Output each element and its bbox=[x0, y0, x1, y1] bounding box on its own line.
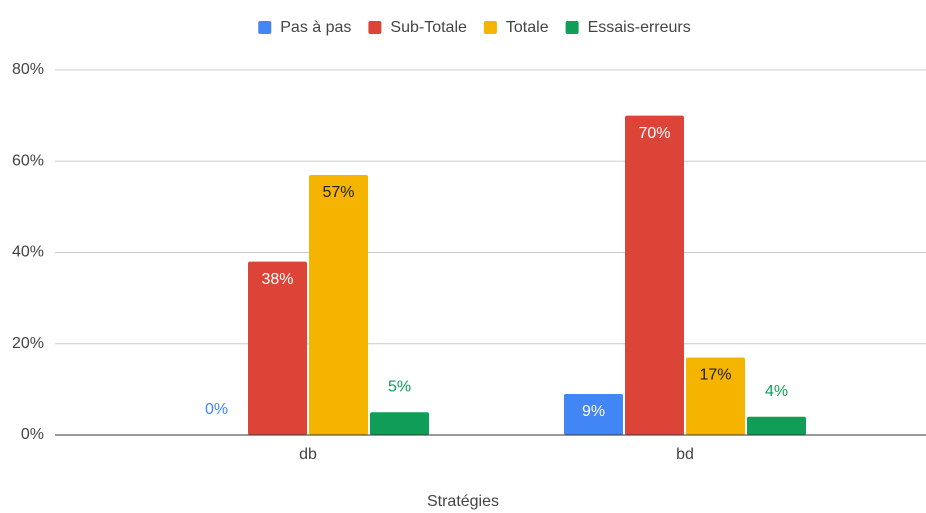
data-label: 4% bbox=[765, 383, 788, 400]
data-label: 0% bbox=[205, 401, 228, 418]
bar bbox=[747, 416, 806, 435]
legend-swatch bbox=[565, 21, 579, 34]
legend-label: Essais-erreurs bbox=[588, 19, 691, 36]
x-tick-label: bd bbox=[676, 446, 694, 463]
y-tick-label: 80% bbox=[12, 61, 44, 78]
legend-swatch bbox=[368, 21, 382, 34]
data-label: 57% bbox=[322, 184, 354, 201]
bar bbox=[370, 412, 429, 435]
legend-label: Totale bbox=[506, 19, 549, 36]
legend-swatch bbox=[258, 21, 272, 34]
y-tick-label: 40% bbox=[12, 244, 44, 261]
y-tick-label: 60% bbox=[12, 152, 44, 169]
data-label: 38% bbox=[261, 271, 293, 288]
x-axis-title: Stratégies bbox=[427, 493, 499, 510]
y-tick-label: 0% bbox=[21, 426, 44, 443]
data-label: 9% bbox=[582, 403, 605, 420]
legend-swatch bbox=[483, 21, 497, 34]
x-tick-label: db bbox=[299, 446, 317, 463]
bar bbox=[625, 115, 684, 435]
data-label: 17% bbox=[699, 367, 731, 384]
legend-label: Sub-Totale bbox=[390, 19, 467, 36]
data-label: 70% bbox=[638, 125, 670, 142]
data-label: 5% bbox=[388, 378, 411, 395]
legend-label: Pas à pas bbox=[280, 19, 351, 36]
bar bbox=[686, 357, 745, 435]
bar bbox=[248, 261, 307, 435]
bar bbox=[309, 174, 368, 435]
bar bbox=[564, 393, 623, 435]
y-tick-label: 20% bbox=[12, 335, 44, 352]
